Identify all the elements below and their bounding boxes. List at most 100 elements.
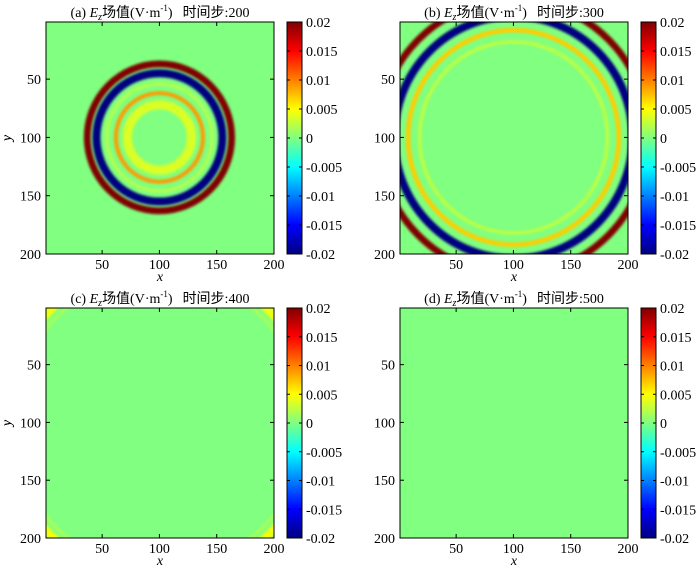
colorbar-tick-label: 0.02 <box>306 302 331 317</box>
x-tick-label: 150 <box>206 258 227 273</box>
heatmap-ring <box>417 40 610 235</box>
colorbar-tick-label: -0.02 <box>660 248 689 263</box>
colorbar-tick-label: -0.015 <box>660 219 696 234</box>
heatmap-rings <box>83 60 236 215</box>
heatmap-ring <box>405 27 622 247</box>
colorbar-tick-label: -0.02 <box>306 248 335 263</box>
colorbar-tick-label: 0.01 <box>660 74 685 89</box>
x-tick-label: 50 <box>449 258 463 273</box>
x-tick-label: 50 <box>95 258 109 273</box>
x-tick-label: 100 <box>149 258 170 273</box>
colorbar-tick-label: 0 <box>660 417 667 432</box>
colorbar-tick-label: -0.005 <box>306 446 342 461</box>
y-tick-label: 150 <box>20 190 41 205</box>
x-tick-label: 150 <box>560 258 581 273</box>
y-tick-label: 50 <box>381 359 395 374</box>
x-tick-label: 150 <box>206 542 227 557</box>
x-axis-label: x <box>510 270 518 285</box>
panel-d: 50 100 150 200 50 100 150 200 x y (d) Ez场值(V·m-1) 时… <box>0 289 696 569</box>
plot-frame <box>45 307 275 539</box>
colorbar-tick-label: -0.01 <box>660 475 689 490</box>
colorbar-tick-label: 0.015 <box>306 331 338 346</box>
y-tick-label: 150 <box>20 474 41 489</box>
y-tick-label: 200 <box>20 248 41 263</box>
colorbar-tick-label: 0.02 <box>660 16 685 31</box>
colorbar-tick-label: 0.005 <box>660 103 692 118</box>
y-tick-label: 200 <box>374 248 395 263</box>
x-tick-label: 100 <box>503 542 524 557</box>
colorbar-tick-label: 0 <box>306 132 313 147</box>
y-tick-label: 50 <box>381 73 395 88</box>
x-tick-label: 50 <box>95 542 109 557</box>
heatmap-background <box>400 308 628 538</box>
y-tick-label: 150 <box>374 474 395 489</box>
y-axis-label: y <box>0 134 15 143</box>
y-tick-label: 100 <box>374 131 395 146</box>
y-tick-label: 200 <box>374 532 395 547</box>
heatmap-background <box>400 22 628 254</box>
y-axis-label: y <box>0 134 15 143</box>
colorbar-tick-label: -0.02 <box>306 532 335 547</box>
heatmap-rings <box>400 22 628 254</box>
y-tick-label: 50 <box>27 359 41 374</box>
colorbar-tick-label: 0.01 <box>660 360 685 375</box>
colorbar-tick-label: 0 <box>306 417 313 432</box>
plot-frame <box>45 21 275 255</box>
colorbar-tick-label: -0.005 <box>306 161 342 176</box>
panel-title: (b) Ez场值(V·m-1) 时间步:300 <box>424 3 604 23</box>
colorbar-tick-label: 0.02 <box>306 16 331 31</box>
colorbar-tick-label: -0.02 <box>660 532 689 547</box>
colorbar-tick-label: -0.015 <box>306 219 342 234</box>
y-tick-label: 50 <box>27 73 41 88</box>
x-tick-label: 100 <box>149 542 170 557</box>
colorbar-tick-label: 0.015 <box>660 331 692 346</box>
colorbar-tick-label: 0.015 <box>660 45 692 60</box>
panel-title: (c) Ez场值(V·m-1) 时间步:400 <box>71 289 250 309</box>
x-tick-label: 50 <box>449 542 463 557</box>
colorbar-tick-label: 0.01 <box>306 74 331 89</box>
panel-title: (a) Ez场值(V·m-1) 时间步:200 <box>71 3 250 23</box>
y-axis-label: y <box>0 419 15 428</box>
colorbar-tick-label: 0.015 <box>306 45 338 60</box>
colorbar-tick-label: -0.015 <box>306 503 342 518</box>
y-tick-label: 150 <box>374 190 395 205</box>
panel-b: 50 100 150 200 50 100 150 200 x y (b) Ez场值(V·m-1) 时… <box>0 3 696 285</box>
x-axis-label: x <box>156 270 164 285</box>
y-tick-label: 200 <box>20 532 41 547</box>
colorbar-tick-label: -0.01 <box>660 190 689 205</box>
colorbar-tick-label: 0.005 <box>306 103 338 118</box>
x-axis-label: x <box>510 554 518 569</box>
colorbar-tick-label: -0.005 <box>660 161 696 176</box>
colorbar-tick-label: 0.005 <box>306 388 338 403</box>
plot-frame <box>399 307 629 539</box>
panel-a: 50 100 150 200 50 100 150 200 x y (a) Ez场值(V·m-1) 时… <box>0 3 342 285</box>
colorbar-tick-label: 0.02 <box>660 302 685 317</box>
heatmap-ring <box>92 69 227 206</box>
y-tick-label: 100 <box>20 416 41 431</box>
colorbar-tick-label: -0.01 <box>306 475 335 490</box>
x-tick-label: 200 <box>264 258 285 273</box>
y-tick-label: 100 <box>20 131 41 146</box>
colorbar-tick-label: -0.01 <box>306 190 335 205</box>
colorbar-tick-label: 0.005 <box>660 388 692 403</box>
heatmap-ring <box>83 60 236 215</box>
colorbar-tick-label: -0.005 <box>660 446 696 461</box>
heatmap-ring <box>113 91 205 184</box>
y-axis-label: y <box>0 419 15 428</box>
x-tick-label: 150 <box>560 542 581 557</box>
x-tick-label: 200 <box>618 258 639 273</box>
colorbar-tick-label: 0 <box>660 132 667 147</box>
x-axis-label: x <box>156 554 164 569</box>
panel-c: 50 100 150 200 50 100 150 200 x y (c) Ez场值(V·m-1) 时… <box>0 289 342 569</box>
x-tick-label: 200 <box>618 542 639 557</box>
panel-title: (d) Ez场值(V·m-1) 时间步:500 <box>424 289 604 309</box>
heatmap-ring <box>105 82 214 193</box>
heatmap-ring <box>122 100 197 175</box>
colorbar-tick-label: 0.01 <box>306 360 331 375</box>
y-tick-label: 100 <box>374 416 395 431</box>
heatmap-background <box>46 22 274 254</box>
x-tick-label: 100 <box>503 258 524 273</box>
heatmap-background <box>46 308 274 538</box>
